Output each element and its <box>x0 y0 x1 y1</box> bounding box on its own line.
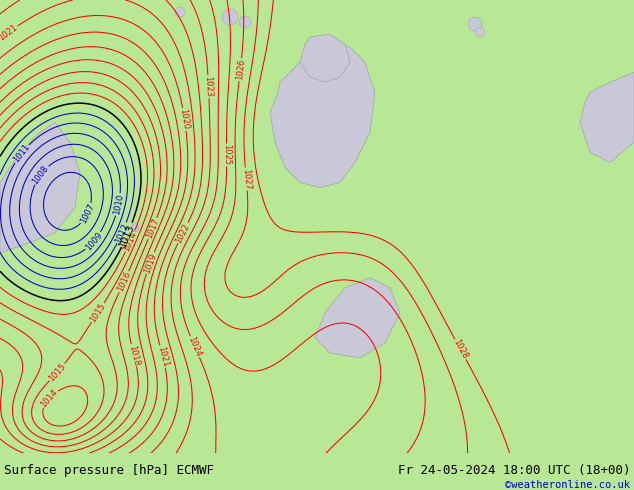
Text: 1023: 1023 <box>204 76 214 98</box>
Circle shape <box>475 27 485 37</box>
Text: 1009: 1009 <box>84 230 104 252</box>
Text: 1026: 1026 <box>235 59 246 81</box>
Text: 1016: 1016 <box>115 270 133 293</box>
Text: 1017: 1017 <box>145 217 160 240</box>
Text: 1025: 1025 <box>222 145 231 166</box>
Text: ©weatheronline.co.uk: ©weatheronline.co.uk <box>505 480 630 490</box>
Circle shape <box>131 223 139 232</box>
Text: 1020: 1020 <box>179 108 191 130</box>
Text: 1019: 1019 <box>143 251 158 274</box>
Text: Surface pressure [hPa] ECMWF: Surface pressure [hPa] ECMWF <box>4 464 214 477</box>
Polygon shape <box>580 72 634 163</box>
Text: 1012: 1012 <box>113 221 131 245</box>
Text: 1010: 1010 <box>112 194 125 216</box>
Polygon shape <box>0 122 80 253</box>
Text: 1021: 1021 <box>0 23 20 43</box>
Text: 1014: 1014 <box>122 230 139 253</box>
Text: 1011: 1011 <box>11 143 32 165</box>
Text: 1015: 1015 <box>88 301 107 324</box>
Polygon shape <box>315 278 400 358</box>
Circle shape <box>222 9 238 25</box>
Text: 1013: 1013 <box>118 222 136 248</box>
Text: 1015: 1015 <box>47 362 68 383</box>
Text: 1014: 1014 <box>39 388 60 409</box>
Circle shape <box>468 17 482 31</box>
Text: 1024: 1024 <box>186 335 203 358</box>
Text: 1021: 1021 <box>156 345 169 368</box>
Text: Fr 24-05-2024 18:00 UTC (18+00): Fr 24-05-2024 18:00 UTC (18+00) <box>398 464 630 477</box>
Circle shape <box>239 16 251 28</box>
Text: 1008: 1008 <box>31 164 51 186</box>
Text: 1028: 1028 <box>451 338 470 361</box>
Text: 1018: 1018 <box>127 344 141 367</box>
Text: 1027: 1027 <box>241 168 252 190</box>
Polygon shape <box>300 34 350 82</box>
Text: 1007: 1007 <box>79 202 96 225</box>
Text: 1022: 1022 <box>174 221 191 245</box>
Polygon shape <box>270 42 375 188</box>
Circle shape <box>175 7 185 17</box>
